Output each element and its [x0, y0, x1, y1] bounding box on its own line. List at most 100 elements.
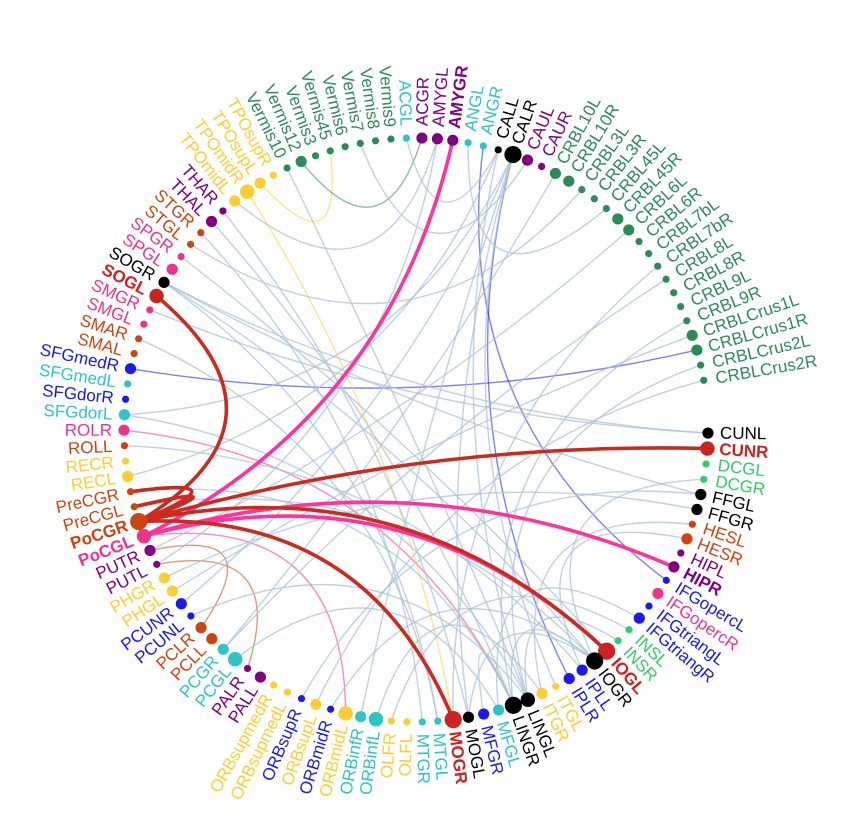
- edge-crbl9r-lingr: [500, 320, 688, 706]
- strong-edges: [128, 138, 710, 722]
- node-ifgtriang-r: [633, 612, 645, 624]
- node-lingl: [520, 692, 536, 707]
- nodes: [118, 132, 715, 729]
- node-phgr: [158, 572, 170, 584]
- node-orbmid-l: [338, 706, 353, 721]
- node-crbl6l: [623, 224, 635, 236]
- label-cunl: CUNL: [720, 424, 766, 443]
- node-ffgr: [691, 503, 703, 516]
- node-pall: [254, 671, 266, 683]
- node-caur: [538, 162, 546, 170]
- node-itgl: [552, 682, 560, 690]
- node-olfl: [403, 718, 411, 726]
- node-insr: [614, 637, 622, 645]
- node-pcgr: [217, 643, 229, 655]
- edge-roll-ipll: [124, 444, 583, 671]
- label-olfl: OLFL: [396, 734, 416, 777]
- node-crblcrus2l: [697, 361, 705, 369]
- node-iplr: [563, 673, 575, 685]
- node-iogl: [598, 642, 616, 660]
- node-amygr: [447, 134, 459, 146]
- node-crblcrus1l: [686, 329, 698, 341]
- edge-lingr-iogr: [510, 628, 596, 706]
- node-angl: [464, 139, 472, 147]
- label-mtgr: MTGR: [413, 734, 433, 784]
- node-vermis6: [341, 143, 349, 151]
- node-lingr: [504, 696, 522, 714]
- label-olfr: OLFR: [377, 732, 400, 779]
- edge-thar-mogl: [222, 210, 470, 718]
- node-ifgoperc-l: [662, 576, 670, 584]
- node-mogr: [444, 711, 462, 729]
- node-vermis8: [371, 137, 380, 145]
- node-sfgdor-r: [122, 395, 130, 403]
- node-spgr: [177, 252, 185, 261]
- node-pcunl: [187, 612, 195, 620]
- label-mtgl: MTGL: [429, 732, 451, 781]
- node-tpomid-l: [229, 195, 241, 207]
- node-ipll: [576, 664, 588, 676]
- node-angr: [479, 142, 487, 150]
- node-call: [494, 146, 502, 154]
- edge-strong-po-cgl-hipr: [142, 500, 676, 569]
- node-crblcrus1r: [691, 344, 703, 356]
- node-phgl: [166, 585, 179, 597]
- node-dcgr: [700, 475, 708, 483]
- node-pcll: [206, 633, 218, 645]
- node-vermis3: [311, 152, 320, 160]
- edge-tposup-l-vermis45: [259, 150, 333, 223]
- node-sfgdor-l: [118, 409, 130, 421]
- edge-strong-po-cgr-iogl: [136, 505, 609, 653]
- edge-caul-vermis7: [359, 143, 529, 234]
- node-smgl: [140, 320, 148, 328]
- edge-sogr-ffgl: [163, 281, 701, 496]
- node-labels: CUNLCUNRDCGLDCGRFFGLFFGRHESLHESRHIPLHIPR…: [38, 64, 819, 803]
- edge-palr-putl: [156, 560, 258, 669]
- edge-olfr-insl: [390, 595, 630, 722]
- node-putr: [144, 544, 156, 557]
- node-orbsup-l: [310, 698, 322, 710]
- node-po-cgl: [136, 528, 152, 544]
- node-vermis10: [283, 164, 291, 172]
- edge-crbl7b-r-mogr: [452, 265, 659, 720]
- edge-pcgr-crbl10l: [222, 173, 557, 650]
- node-hipl: [677, 549, 685, 557]
- edge-strong-po-cgr-sogl: [136, 294, 229, 524]
- node-palr: [243, 664, 252, 673]
- node-recr: [122, 457, 130, 465]
- edge-ipll-hesr: [559, 531, 688, 671]
- edge-mfgr-lingr: [477, 652, 515, 715]
- node-cunl: [702, 427, 714, 439]
- label-acgr: ACGR: [413, 77, 433, 126]
- node-orbinf-l: [368, 712, 384, 727]
- node-thar: [219, 207, 227, 215]
- node-thal: [205, 215, 218, 228]
- edge-acgl-call: [405, 137, 499, 203]
- edge-sfgdor-l-lingl: [124, 414, 529, 701]
- node-mfgr: [478, 708, 490, 720]
- node-tpomid-r: [239, 184, 255, 199]
- edge-orbsup-r-ffgl: [300, 490, 701, 699]
- label-acgl: ACGL: [395, 80, 416, 127]
- edge-crblcrus2r-orbsup-l: [315, 379, 704, 705]
- node-mogl: [462, 711, 475, 723]
- node-stgl: [187, 240, 195, 248]
- edge-itgl-calr: [484, 154, 557, 687]
- edge-tpomid-l-amygl: [234, 138, 439, 250]
- node-vermis12: [295, 155, 307, 168]
- edge-stgl-crbl3l: [190, 189, 583, 305]
- node-pre-cgr: [126, 488, 135, 496]
- node-crbl3l: [578, 186, 586, 194]
- edge-mogl-calr: [456, 154, 514, 718]
- node-mtgr: [418, 718, 426, 726]
- edge-pclr-putr: [149, 544, 229, 629]
- node-sogr: [158, 276, 170, 289]
- node-amygl: [431, 133, 443, 145]
- node-ifgtriang-l: [645, 602, 653, 610]
- edge-pre-cgr-lingr: [130, 488, 515, 706]
- node-orbsup-r: [297, 695, 306, 703]
- node-ifgoperc-r: [652, 587, 664, 600]
- node-crbl45r: [612, 213, 624, 225]
- edge-orbinf-r-calr: [359, 154, 514, 717]
